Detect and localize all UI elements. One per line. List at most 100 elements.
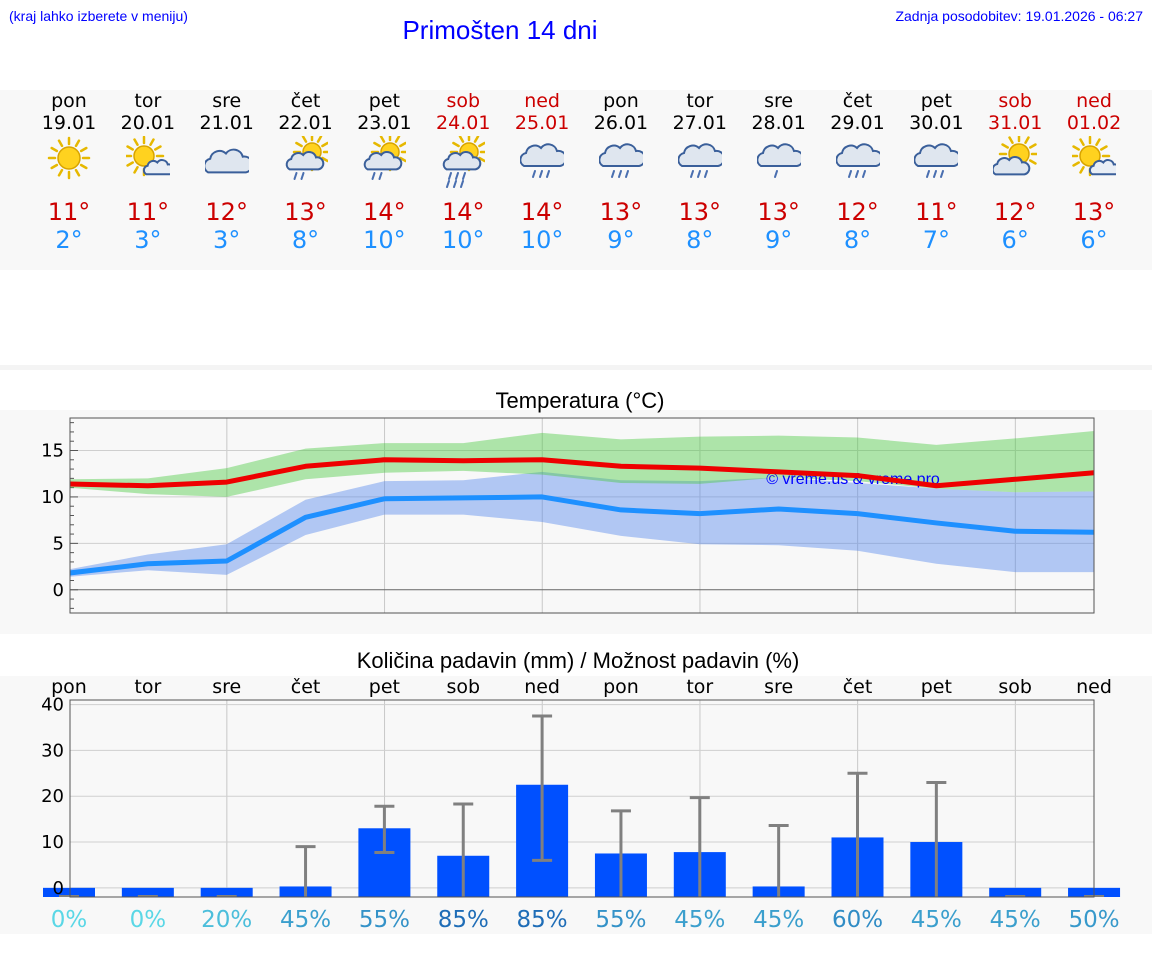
sun-cloud-light-rain-icon — [364, 136, 407, 180]
precip-probability: 45% — [911, 907, 962, 933]
min-temp-line — [70, 494, 1094, 576]
precip-day-label: pon — [603, 676, 639, 698]
date-label: 19.01 — [41, 112, 97, 134]
cloud-rain-icon — [598, 143, 643, 178]
sun-cloud-rain-icon — [442, 136, 486, 188]
y-tick-label: 15 — [41, 441, 64, 462]
day-column: čet 22.01 13° 8° — [266, 90, 346, 254]
precip-day-label: čet — [843, 676, 873, 698]
cloud-rain-icon — [677, 143, 722, 178]
min-temp: 3° — [213, 226, 241, 254]
sun-cloud-light-rain-icon — [285, 136, 328, 180]
precip-probability: 55% — [595, 907, 646, 933]
day-column: ned 01.02 13° 6° — [1054, 90, 1134, 254]
max-temp: 13° — [678, 198, 722, 226]
date-label: 21.01 — [199, 112, 254, 134]
y-tick-label: 40 — [41, 695, 64, 716]
precip-probability: 45% — [674, 907, 725, 933]
day-column: tor 20.01 11° 3° — [108, 90, 188, 254]
weekday-label: sob — [998, 90, 1032, 112]
precip-day-label: tor — [686, 676, 713, 698]
precip-probability: 45% — [280, 907, 331, 933]
day-column: sob 24.01 14° 10° — [423, 90, 503, 254]
y-tick-label: 10 — [41, 487, 64, 508]
day-column: pet 23.01 14° 10° — [344, 90, 424, 254]
precip-probability: 50% — [1068, 907, 1119, 933]
min-temp: 9° — [765, 226, 793, 254]
date-label: 24.01 — [436, 112, 491, 134]
min-temp: 7° — [922, 226, 950, 254]
max-temp-line — [70, 457, 1094, 489]
precip-day-label: pet — [921, 676, 952, 698]
temperature-lines — [70, 457, 1094, 576]
date-label: 28.01 — [751, 112, 806, 134]
min-temp: 6° — [1001, 226, 1029, 254]
precip-day-label: tor — [134, 676, 161, 698]
max-temp: 11° — [126, 198, 170, 226]
location-hint-link[interactable]: (kraj lahko izberete v meniju) — [9, 8, 188, 24]
min-temp: 2° — [55, 226, 83, 254]
day-column: pon 19.01 11° 2° — [29, 90, 109, 254]
min-temp-range-band — [70, 471, 1094, 577]
day-column: pet 30.01 11° 7° — [896, 90, 976, 254]
precip-day-label: ned — [1076, 676, 1112, 698]
precip-bar — [43, 887, 95, 897]
cloud-rain-icon — [914, 143, 959, 178]
day-column: ned 25.01 14° 10° — [502, 90, 582, 254]
precip-probability: 0% — [130, 907, 167, 933]
precip-day-label: sre — [212, 676, 241, 698]
precip-probability: 55% — [359, 907, 410, 933]
precip-chart-title: Količina padavin (mm) / Možnost padavin … — [357, 648, 800, 673]
day-column: sob 31.01 12° 6° — [975, 90, 1055, 254]
weekday-label: tor — [134, 90, 162, 112]
sun-small-cloud-icon — [125, 136, 170, 177]
weekday-label: sre — [764, 90, 794, 112]
weekday-label: pon — [51, 90, 87, 112]
precip-day-labels: pon tor sre čet pet sob ned pon tor sre čet pet sob n… — [51, 676, 1112, 698]
precip-day-label: sob — [998, 676, 1032, 698]
precip-bar — [200, 887, 253, 897]
sun-icon — [47, 136, 91, 180]
date-label: 31.01 — [987, 112, 1043, 134]
y-tick-label: 0 — [53, 878, 64, 899]
y-tick-label: 10 — [41, 832, 64, 853]
temperature-frame — [69, 417, 1095, 614]
max-temp: 11° — [47, 198, 91, 226]
max-temp: 13° — [599, 198, 643, 226]
cloud-light-rain-icon — [756, 143, 801, 178]
date-label: 20.01 — [120, 112, 176, 134]
temperature-chart-title: Temperatura (°C) — [496, 388, 665, 413]
min-temp: 10° — [520, 226, 564, 254]
precip-y-ticks: 0 10 20 30 40 — [41, 695, 64, 899]
precip-day-label: pon — [51, 676, 87, 698]
min-temp: 8° — [686, 226, 714, 254]
divider — [0, 365, 1152, 370]
date-label: 23.01 — [357, 112, 412, 134]
day-column: sre 21.01 12° 3° — [187, 90, 267, 254]
precip-frame — [69, 699, 1095, 898]
y-tick-label: 5 — [53, 533, 64, 554]
min-temp: 10° — [363, 226, 406, 254]
cloud-rain-icon — [520, 143, 565, 178]
sun-big-cloud-icon — [993, 136, 1038, 176]
weekday-label: pet — [920, 90, 952, 112]
precip-probabilities: 0% 0% 20% 45% 55% 85% 85% 55% 45% 45% 60% 45% 45% 50% — [51, 907, 1120, 933]
min-temp: 10° — [441, 226, 485, 254]
last-update: Zadnja posodobitev: 19.01.2026 - 06:27 — [895, 8, 1143, 24]
y-tick-label: 20 — [41, 786, 64, 807]
weekday-label: sre — [212, 90, 242, 112]
max-temp: 12° — [205, 198, 248, 226]
precip-day-label: sre — [764, 676, 793, 698]
date-label: 26.01 — [593, 112, 649, 134]
date-label: 22.01 — [278, 112, 333, 134]
max-temp: 13° — [1072, 198, 1116, 226]
date-label: 25.01 — [514, 112, 570, 134]
date-label: 29.01 — [830, 112, 885, 134]
weekday-label: pon — [603, 90, 639, 112]
min-temp: 8° — [843, 226, 872, 254]
precip-bar — [121, 887, 174, 897]
max-temp: 12° — [836, 198, 879, 226]
min-temp: 8° — [291, 226, 320, 254]
max-temp: 13° — [757, 198, 800, 226]
